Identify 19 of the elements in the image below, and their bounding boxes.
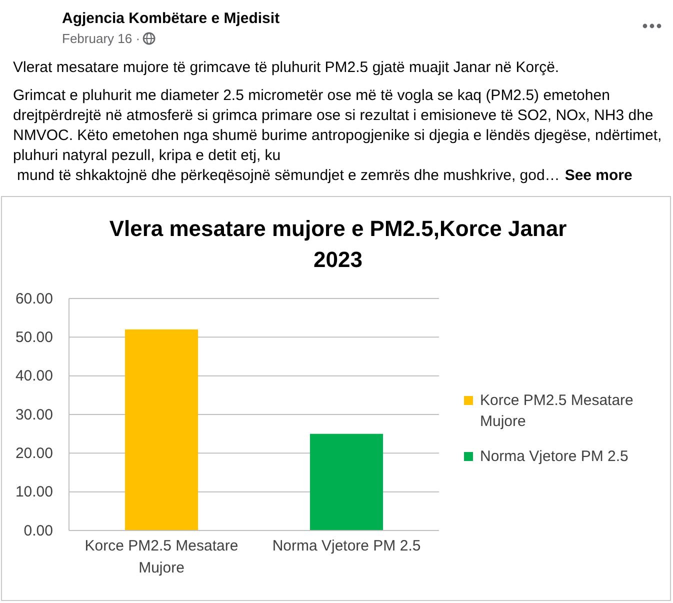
y-tick-label: 30.00 [15, 406, 53, 424]
text: NMVOC. Këto emetohen nga shumë burime antropogjenike si djegia e lëndës djegëse, ndërtimet, [13, 127, 662, 144]
y-tick-label: 10.00 [15, 484, 53, 501]
y-tick-label: 60.00 [15, 290, 53, 308]
chart-title: Vlera mesatare mujore e PM2.5,Korce Janar 2023 [109, 216, 568, 272]
text: See more [564, 167, 632, 184]
y-tick-label: 40.00 [15, 368, 53, 385]
y-tick-label: 20.00 [15, 444, 53, 462]
text: February 16 · [62, 31, 140, 46]
text: Agjencia Kombëtare e Mjedisit [62, 10, 280, 27]
text: Vlerat mesatare mujore të grimcave të pluhurit PM2.5 gjatë muajit Janar në Korçë. [13, 59, 560, 76]
text: mund të shkaktojnë dhe përkeqësojnë sëmundjet e zemrës dhe mushkrive, god… [17, 167, 560, 184]
text: pluhuri natyral pezull, kripa e detit etj, ku [13, 147, 281, 164]
text: drejtpërdrejtë në atmosferë si grimca primare ose si rezultat i emisioneve të SO2, NOx, NH3 dhe [13, 107, 654, 124]
y-tick-label: 50.00 [15, 328, 53, 346]
legend-label: Korce PM2.5 Mesatare Mujore [480, 392, 634, 430]
legend-label: Norma Vjetore PM 2.5 [480, 448, 628, 465]
text: Grimcat e pluhurit me diameter 2.5 micrometër ose më të vogla se kaq (PM2.5) emetohen [13, 87, 610, 104]
y-tick-label: 0.00 [24, 522, 53, 540]
